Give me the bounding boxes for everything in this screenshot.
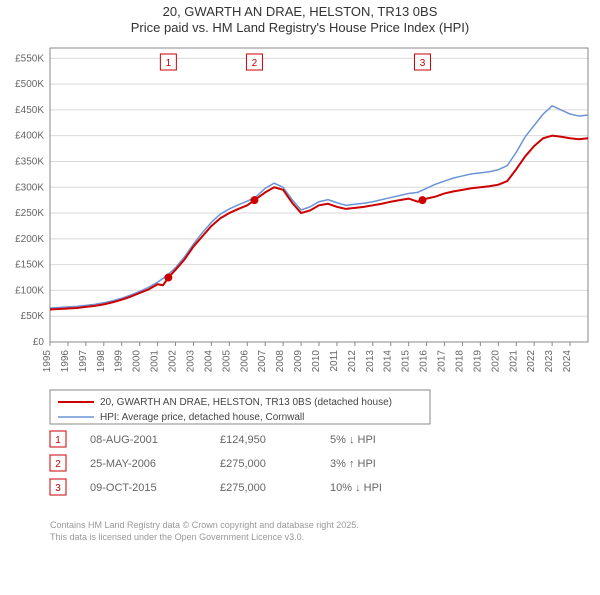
y-tick-label: £150K	[15, 260, 44, 271]
x-tick-label: 2018	[454, 350, 465, 373]
x-tick-label: 2017	[437, 350, 448, 373]
x-tick-label: 1997	[78, 350, 89, 373]
y-tick-label: £50K	[21, 311, 45, 322]
table-date: 09-OCT-2015	[90, 482, 157, 494]
y-tick-label: £300K	[15, 182, 44, 193]
y-tick-label: £400K	[15, 131, 44, 142]
legend-label: HPI: Average price, detached house, Corn…	[100, 412, 304, 423]
x-tick-label: 2021	[508, 350, 519, 373]
x-tick-label: 2003	[185, 350, 196, 373]
x-tick-label: 2009	[293, 350, 304, 373]
x-tick-label: 2012	[347, 350, 358, 373]
table-date: 08-AUG-2001	[90, 434, 158, 446]
x-tick-label: 2015	[401, 350, 412, 373]
x-tick-label: 2022	[526, 350, 537, 373]
y-tick-label: £250K	[15, 208, 44, 219]
y-tick-label: £450K	[15, 105, 44, 116]
x-tick-label: 2004	[203, 350, 214, 373]
table-date: 25-MAY-2006	[90, 458, 156, 470]
table-marker-num: 2	[55, 459, 61, 470]
x-tick-label: 1998	[96, 350, 107, 373]
x-tick-label: 2001	[150, 350, 161, 373]
y-tick-label: £350K	[15, 156, 44, 167]
y-tick-label: £100K	[15, 285, 44, 296]
y-tick-label: £500K	[15, 79, 44, 90]
x-tick-label: 1999	[114, 350, 125, 373]
table-delta: 5% ↓ HPI	[330, 434, 376, 446]
chart-svg: 20, GWARTH AN DRAE, HELSTON, TR13 0BSPri…	[0, 0, 600, 590]
table-delta: 3% ↑ HPI	[330, 458, 376, 470]
x-tick-label: 2007	[257, 350, 268, 373]
footer-line2: This data is licensed under the Open Gov…	[50, 532, 304, 542]
x-tick-label: 2008	[275, 350, 286, 373]
title-line1: 20, GWARTH AN DRAE, HELSTON, TR13 0BS	[163, 4, 438, 19]
x-tick-label: 2006	[239, 350, 250, 373]
x-tick-label: 2000	[132, 350, 143, 373]
title-line2: Price paid vs. HM Land Registry's House …	[131, 20, 469, 35]
table-price: £275,000	[220, 482, 266, 494]
x-tick-label: 2011	[329, 350, 340, 372]
footer-line1: Contains HM Land Registry data © Crown c…	[50, 520, 359, 530]
x-tick-label: 2020	[490, 350, 501, 373]
sale-marker-num: 2	[252, 58, 258, 69]
sale-point	[418, 196, 426, 204]
x-tick-label: 2002	[168, 350, 179, 373]
x-tick-label: 2016	[419, 350, 430, 373]
table-marker-num: 3	[55, 483, 61, 494]
x-tick-label: 1995	[42, 350, 53, 373]
x-tick-label: 2014	[383, 350, 394, 373]
x-tick-label: 1996	[60, 350, 71, 373]
sale-point	[250, 196, 258, 204]
table-delta: 10% ↓ HPI	[330, 482, 382, 494]
x-tick-label: 2010	[311, 350, 322, 373]
x-tick-label: 2013	[365, 350, 376, 373]
y-tick-label: £550K	[15, 53, 44, 64]
sale-marker-num: 3	[420, 58, 426, 69]
table-marker-num: 1	[55, 435, 61, 446]
table-price: £124,950	[220, 434, 266, 446]
x-tick-label: 2005	[221, 350, 232, 373]
sale-point	[164, 274, 172, 282]
x-tick-label: 2024	[562, 350, 573, 373]
y-tick-label: £0	[33, 337, 45, 348]
x-tick-label: 2023	[544, 350, 555, 373]
legend-label: 20, GWARTH AN DRAE, HELSTON, TR13 0BS (d…	[100, 397, 392, 408]
y-tick-label: £200K	[15, 234, 44, 245]
sale-marker-num: 1	[166, 58, 172, 69]
x-tick-label: 2019	[472, 350, 483, 373]
table-price: £275,000	[220, 458, 266, 470]
